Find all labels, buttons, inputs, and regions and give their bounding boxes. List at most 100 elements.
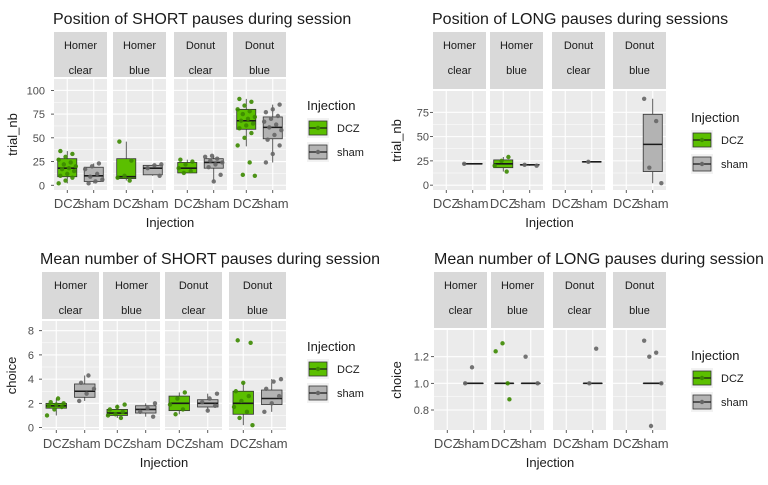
legend-entry-label: sham (721, 159, 748, 171)
data-point (93, 179, 97, 183)
data-point (507, 397, 511, 401)
data-point (276, 114, 280, 118)
data-point (253, 115, 257, 119)
y-axis-title: choice (4, 357, 19, 395)
data-point (63, 178, 67, 182)
data-point (203, 155, 207, 159)
data-point (183, 162, 187, 166)
data-point (277, 143, 281, 147)
legend-key-point (700, 138, 704, 142)
panel-background (552, 91, 605, 190)
data-point (119, 416, 123, 420)
y-tick-label: 1.0 (414, 378, 429, 390)
x-tick-label: DCZ (166, 436, 193, 451)
y-tick-label: 25 (417, 156, 429, 168)
strip-label-subject: Donut (625, 40, 654, 52)
data-point (271, 107, 275, 111)
data-point (246, 117, 250, 121)
strip-label-condition: clear (59, 305, 83, 317)
data-point (220, 160, 224, 164)
data-point (56, 157, 60, 161)
data-point (253, 174, 257, 178)
x-axis-title: Injection (146, 215, 194, 230)
data-point (77, 399, 81, 403)
strip-label-subject: Homer (443, 40, 476, 52)
data-point (242, 136, 246, 140)
y-axis-title: trial_nb (5, 113, 20, 156)
data-point (462, 162, 466, 166)
x-tick-label: DCZ (54, 196, 81, 211)
data-point (654, 350, 658, 354)
data-point (151, 414, 155, 418)
data-point (122, 174, 126, 178)
data-point (206, 165, 210, 169)
data-point (237, 97, 241, 101)
chart-title: Mean number of LONG pauses during sessio… (434, 251, 764, 268)
data-point (173, 412, 177, 416)
data-point (65, 172, 69, 176)
data-point (279, 128, 283, 132)
x-tick-label: sham (514, 196, 546, 211)
data-point (74, 164, 78, 168)
data-point (241, 112, 245, 116)
strip-label-condition: clear (567, 65, 591, 77)
data-point (262, 119, 266, 123)
data-point (271, 152, 275, 156)
data-point (271, 379, 275, 383)
x-tick-label: sham (458, 436, 490, 451)
data-point (58, 149, 62, 153)
data-point (239, 399, 243, 403)
data-point (200, 400, 204, 404)
chart-title: Position of SHORT pauses during session (53, 11, 351, 28)
y-tick-label: 8 (28, 326, 34, 338)
data-point (264, 110, 268, 114)
data-point (183, 390, 187, 394)
data-point (647, 354, 651, 358)
x-tick-label: sham (137, 196, 169, 211)
strip-label-subject: Homer (444, 280, 477, 292)
data-point (52, 407, 56, 411)
data-point (499, 159, 503, 163)
data-point (129, 158, 133, 162)
data-point (523, 354, 527, 358)
x-tick-label: sham (78, 196, 110, 211)
data-point (157, 174, 161, 178)
strip-label-condition: blue (507, 305, 528, 317)
strip-label-subject: Donut (186, 40, 215, 52)
subplot-4: Mean number of LONG pauses during sessio… (389, 251, 764, 470)
data-point (56, 396, 60, 400)
data-point (207, 396, 211, 400)
data-point (72, 169, 76, 173)
data-point (61, 401, 65, 405)
strip-label-condition: blue (506, 65, 527, 77)
strip-label-subject: Homer (64, 40, 97, 52)
data-point (70, 175, 74, 179)
legend-entry-label: DCZ (337, 364, 360, 376)
data-point (83, 167, 87, 171)
data-point (277, 102, 281, 106)
data-point (277, 394, 281, 398)
data-point (270, 401, 274, 405)
data-point (241, 381, 245, 385)
data-point (122, 402, 126, 406)
x-tick-label: sham (257, 196, 289, 211)
y-tick-label: 100 (27, 85, 45, 97)
x-tick-label: DCZ (490, 196, 517, 211)
data-point (100, 177, 104, 181)
data-point (232, 405, 236, 409)
strip-label-subject: Donut (564, 40, 593, 52)
strip-label-condition: clear (448, 65, 472, 77)
data-point (86, 373, 90, 377)
y-tick-label: 75 (417, 107, 429, 119)
strip-label-condition: clear (189, 65, 213, 77)
x-tick-label: sham (457, 196, 489, 211)
data-point (504, 169, 508, 173)
x-tick-label: sham (637, 196, 669, 211)
